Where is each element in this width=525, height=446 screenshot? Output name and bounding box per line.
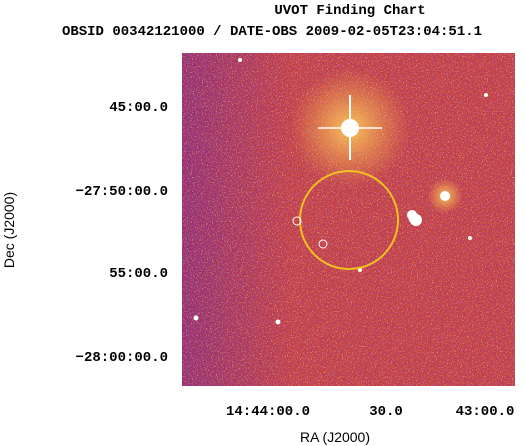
y-tick-label: −28:00:00.0 [76,350,168,366]
x-tick-label: 43:00.0 [456,404,515,420]
x-tick-label: 30.0 [369,404,403,420]
title: UVOT Finding Chart [274,3,425,19]
x-axis-label: RA (J2000) [300,429,370,445]
subtitle: OBSID 00342121000 / DATE-OBS 2009-02-05T… [62,24,482,40]
x-tick-label: 14:44:00.0 [226,404,310,420]
y-axis-label: Dec (J2000) [1,192,17,268]
sky-image [182,53,515,386]
y-tick-label: 45:00.0 [109,100,168,116]
y-tick-label: −27:50:00.0 [76,184,168,200]
y-tick-label: 55:00.0 [109,266,168,282]
